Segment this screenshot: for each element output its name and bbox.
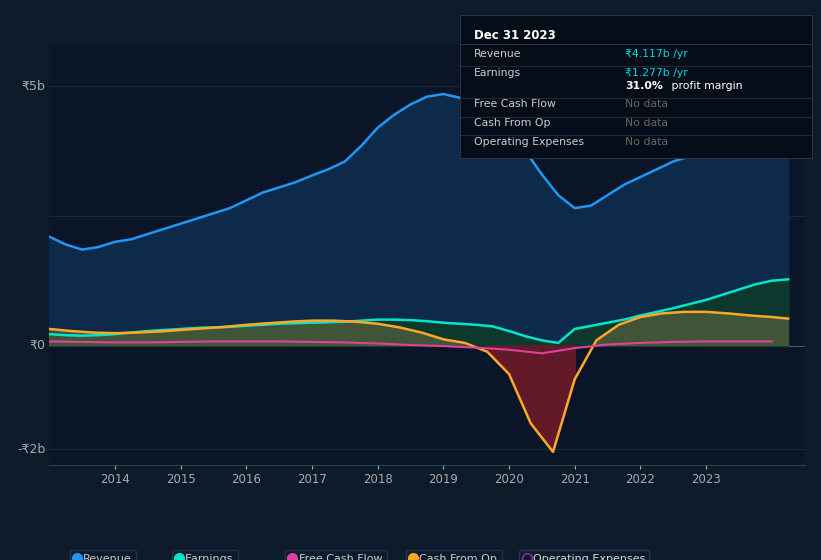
- Legend: Operating Expenses: Operating Expenses: [520, 549, 649, 560]
- Text: Dec 31 2023: Dec 31 2023: [474, 29, 556, 43]
- Text: No data: No data: [626, 99, 668, 109]
- Text: ₹5b: ₹5b: [21, 80, 45, 93]
- Text: No data: No data: [626, 118, 668, 128]
- Text: profit margin: profit margin: [667, 81, 742, 91]
- Text: Revenue: Revenue: [474, 49, 521, 59]
- Text: -₹2b: -₹2b: [17, 443, 45, 456]
- Text: Operating Expenses: Operating Expenses: [474, 137, 584, 147]
- Text: Free Cash Flow: Free Cash Flow: [474, 99, 556, 109]
- Text: ₹4.117b /yr: ₹4.117b /yr: [626, 49, 688, 59]
- Text: Cash From Op: Cash From Op: [474, 118, 551, 128]
- Text: Earnings: Earnings: [474, 68, 521, 78]
- Text: ₹1.277b /yr: ₹1.277b /yr: [626, 68, 688, 78]
- Text: 31.0%: 31.0%: [626, 81, 663, 91]
- Text: No data: No data: [626, 137, 668, 147]
- Text: ₹0: ₹0: [30, 339, 45, 352]
